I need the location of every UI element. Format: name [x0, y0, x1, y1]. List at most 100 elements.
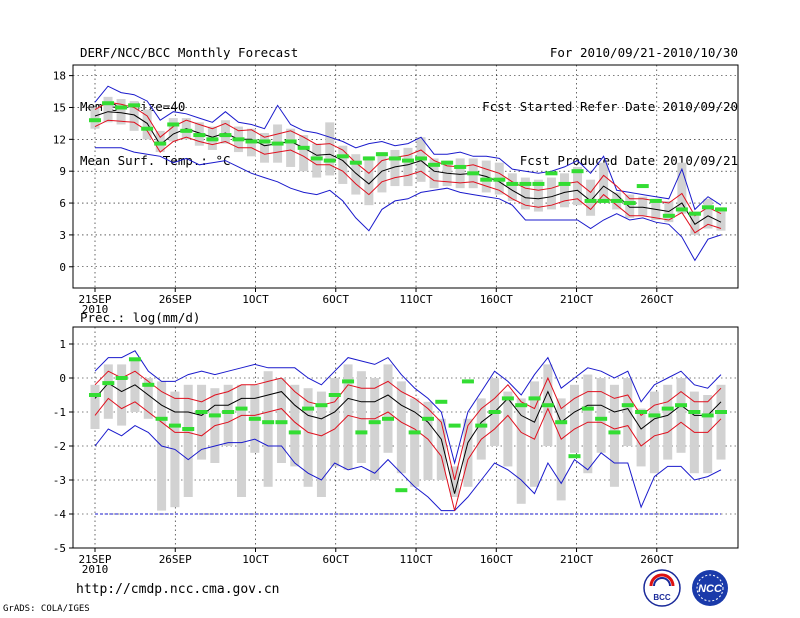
y-tick-label: 1 — [59, 338, 66, 351]
median-marker — [235, 406, 248, 411]
median-marker — [297, 145, 310, 150]
median-marker — [382, 416, 395, 421]
upper-spread-line — [94, 370, 722, 481]
ensemble-box — [503, 391, 513, 467]
ensemble-box — [223, 384, 233, 446]
x-tick-label: 6OCT — [323, 553, 350, 566]
median-marker — [248, 416, 261, 421]
ensemble-box — [556, 398, 566, 501]
ensemble-box — [116, 98, 126, 125]
ensemble-box — [90, 107, 100, 129]
plot-frame — [72, 64, 739, 289]
x-tick-label: 21OCT — [560, 293, 593, 306]
x-tick-label: 26SEP — [159, 553, 192, 566]
median-marker — [568, 454, 581, 459]
median-marker — [461, 379, 474, 384]
x-tick-label: 16OCT — [480, 553, 513, 566]
median-marker — [102, 101, 115, 106]
ensemble-box — [197, 384, 207, 460]
median-marker — [302, 406, 315, 411]
median-marker — [519, 181, 532, 186]
ensemble-box — [383, 364, 393, 453]
median-marker — [232, 137, 245, 142]
median-marker — [245, 139, 258, 144]
y-tick-label: 9 — [59, 165, 66, 178]
ensemble-box — [429, 158, 439, 189]
chart-panel-1: 0 3 6 9 12 15 18 21SEP 26SEP 1OCT 6OCT 11OCT 16OCT 21… — [53, 64, 739, 316]
y-tick-label: 15 — [53, 101, 66, 114]
median-marker — [154, 141, 167, 146]
median-marker — [288, 430, 301, 435]
median-marker — [595, 416, 608, 421]
median-marker — [395, 488, 408, 493]
median-marker — [336, 154, 349, 159]
ensemble-box — [290, 384, 300, 467]
ensemble-box — [263, 371, 273, 487]
median-marker — [388, 156, 401, 161]
median-marker — [506, 181, 519, 186]
y-tick-label: 3 — [59, 229, 66, 242]
y-tick-label: 12 — [53, 133, 66, 146]
ensemble-box — [599, 162, 609, 201]
source-url[interactable]: http://cmdp.ncc.cma.gov.cn — [76, 582, 280, 597]
ensemble-box — [103, 96, 113, 123]
median-marker — [597, 198, 610, 203]
median-marker — [310, 156, 323, 161]
ensemble-box — [516, 398, 526, 504]
ensemble-box — [716, 384, 726, 460]
ensemble-box — [690, 211, 700, 235]
ensemble-box — [129, 101, 139, 131]
y-tick-label: 0 — [59, 261, 66, 274]
ensemble-box — [476, 398, 486, 460]
ensemble-box — [663, 384, 673, 460]
ensemble-box — [583, 374, 593, 474]
ensemble-box — [569, 384, 579, 453]
ensemble-box — [364, 156, 374, 206]
median-marker — [349, 160, 362, 165]
x-tick-label: 21SEP — [78, 293, 111, 306]
ensemble-box — [338, 145, 348, 184]
x-tick-label: 11OCT — [399, 553, 432, 566]
median-marker — [493, 177, 506, 182]
ensemble-box — [220, 120, 230, 144]
median-marker — [222, 410, 235, 414]
ensemble-box — [312, 143, 322, 178]
y-tick-label: -4 — [53, 508, 67, 521]
ensemble-mean-line — [94, 382, 722, 494]
median-marker — [271, 141, 284, 146]
median-marker — [532, 181, 545, 186]
median-marker — [402, 158, 414, 163]
x-tick-label: 1OCT — [242, 553, 269, 566]
median-marker — [701, 413, 714, 418]
ensemble-box — [90, 384, 100, 429]
median-marker — [258, 139, 271, 144]
median-marker — [155, 416, 168, 421]
ensemble-box — [649, 391, 659, 474]
ensemble-box — [325, 122, 335, 176]
median-marker — [621, 403, 634, 408]
median-marker — [342, 379, 355, 384]
ensemble-box — [183, 384, 193, 497]
median-marker — [467, 171, 480, 176]
y-tick-label: -5 — [53, 542, 66, 555]
precip-chart-title: Prec.: log(mm/d) — [80, 310, 200, 325]
ensemble-box — [703, 198, 713, 229]
ensemble-box — [546, 177, 556, 210]
median-marker — [441, 160, 454, 165]
ensemble-box — [286, 128, 296, 167]
median-marker — [415, 156, 428, 161]
plot-frame — [72, 326, 739, 549]
median-marker — [141, 126, 154, 131]
median-marker — [558, 181, 571, 186]
median-marker — [421, 416, 434, 421]
ensemble-box — [573, 166, 583, 206]
median-marker — [315, 403, 328, 408]
median-marker — [208, 413, 221, 418]
ensemble-box — [625, 194, 635, 218]
ensemble-box — [396, 381, 406, 474]
ensemble-box — [237, 384, 247, 497]
median-marker — [115, 376, 128, 380]
median-marker — [623, 201, 636, 206]
median-marker — [701, 205, 714, 210]
